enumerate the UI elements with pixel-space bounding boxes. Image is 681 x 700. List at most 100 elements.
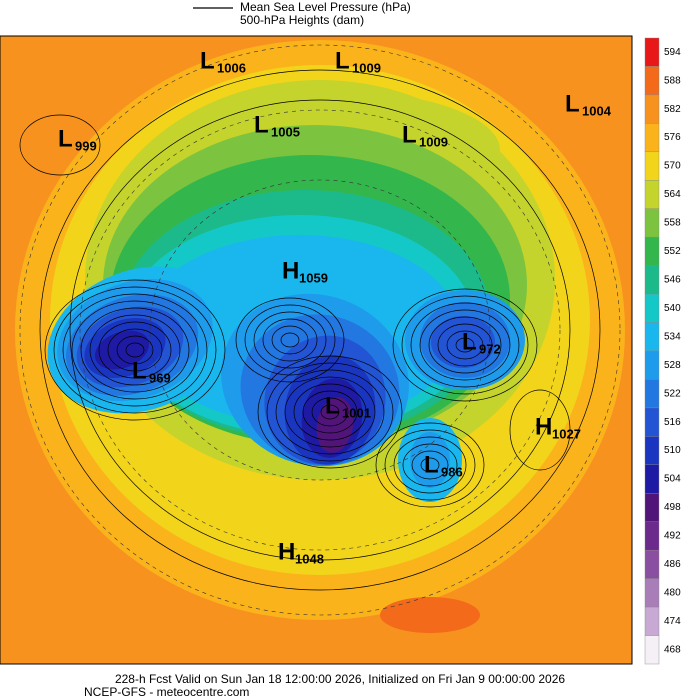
isobar [311,397,349,427]
isobar [384,429,476,501]
colorbar-cell [644,151,660,181]
pressure-center-value: 969 [149,370,171,385]
colorbar-label: 564 [664,189,681,200]
isobar [393,436,467,494]
colorbar-label: 546 [664,275,681,286]
isobar [253,311,327,369]
isobar [71,300,199,400]
colorbar-cell [644,180,660,209]
pressure-center-letter: L [132,357,147,384]
colorbar-cell [644,350,660,380]
isobar [262,318,318,362]
pressure-center-value: 972 [479,341,501,356]
isobar [284,376,376,448]
isobar [275,369,385,455]
isobar [455,337,475,353]
colorbar-label: 558 [664,218,681,229]
colorbar-label: 510 [664,445,681,456]
colorbar-cell [644,493,660,522]
colorbar-cell [644,606,660,636]
isobar [89,314,181,386]
height-contour-fill [380,597,480,633]
isobar [107,328,163,372]
pressure-center-letter: L [58,125,73,152]
colorbar-label: 582 [664,104,681,115]
pressure-center-value: 1001 [342,405,371,420]
pressure-center-letter: L [402,121,417,148]
colorbar-cell [644,37,660,67]
isobar [19,114,101,176]
isobar [411,450,449,480]
colorbar-label: 468 [664,644,681,655]
pressure-center-letter: H [278,538,295,565]
isobar [116,335,154,365]
isobar [98,321,172,379]
isobar [509,389,571,471]
colorbar-cell [644,265,660,295]
colorbar-cell [644,549,660,579]
pressure-center-value: 1009 [352,60,381,75]
pressure-center-value: 1004 [582,103,612,118]
colorbar-label: 528 [664,360,681,371]
isobar [271,325,309,355]
pressure-center-value: 1048 [295,551,324,566]
pressure-center-value: 986 [441,464,463,479]
colorbar-cell [644,236,660,266]
colorbar-label: 492 [664,531,681,542]
pressure-center-letter: L [565,90,580,117]
colorbar-cell [644,521,660,551]
colorbar-label: 504 [664,474,681,485]
colorbar-cell [644,407,660,437]
isobar [437,323,493,367]
colorbar: 594 588 582 576 570 564 558 552 546 540 534 528 522 5… [644,37,681,665]
pressure-center-letter: L [325,392,340,419]
isobar [410,302,520,388]
isobar [244,304,336,376]
colorbar-label: 534 [664,331,681,342]
isobar [235,297,345,383]
pressure-center-letter: L [200,47,215,74]
isobar [280,332,300,348]
colorbar-label: 552 [664,246,681,257]
pressure-center-value: 1005 [271,124,300,139]
pressure-center-letter: L [335,47,350,74]
pressure-center-letter: H [282,257,299,284]
isobar [80,307,190,393]
colorbar-cell [644,635,660,665]
latitude-circle [149,179,491,481]
pressure-center-letter: L [424,451,439,478]
height-contour-fill [410,432,450,488]
footer-text: 228-h Fcst Valid on Sun Jan 18 12:00:00 … [115,672,565,686]
isobar [420,457,440,473]
colorbar-cell [644,578,660,608]
isobar [39,69,601,591]
isobar [428,316,502,374]
isobar [69,99,571,561]
colorbar-cell [644,322,660,352]
isobar [53,286,217,414]
colorbar-label: 498 [664,502,681,513]
colorbar-label: 516 [664,417,681,428]
legend-text: Mean Sea Level Pressure (hPa) [240,0,411,14]
isobar [293,383,367,441]
colorbar-label: 474 [664,616,681,627]
pressure-center-letter: H [535,413,552,440]
colorbar-label: 594 [664,47,681,58]
isobar [446,330,484,360]
height-contour-fill [94,330,150,370]
isobar [44,279,226,421]
colorbar-label: 522 [664,388,681,399]
pressure-center-value: 1009 [419,134,448,149]
map-frame [0,35,633,665]
colorbar-label: 576 [664,132,681,143]
height-contour-fill [316,397,354,453]
colorbar-cell [644,66,660,96]
colorbar-label: 540 [664,303,681,314]
isobar [125,342,145,358]
footer-text: NCEP-GFS - meteocentre.com [84,685,249,699]
pressure-center-letter: L [462,328,477,355]
pressure-center-value: 1006 [217,60,246,75]
pressure-center-value: 1027 [552,426,581,441]
isobar [320,404,340,420]
